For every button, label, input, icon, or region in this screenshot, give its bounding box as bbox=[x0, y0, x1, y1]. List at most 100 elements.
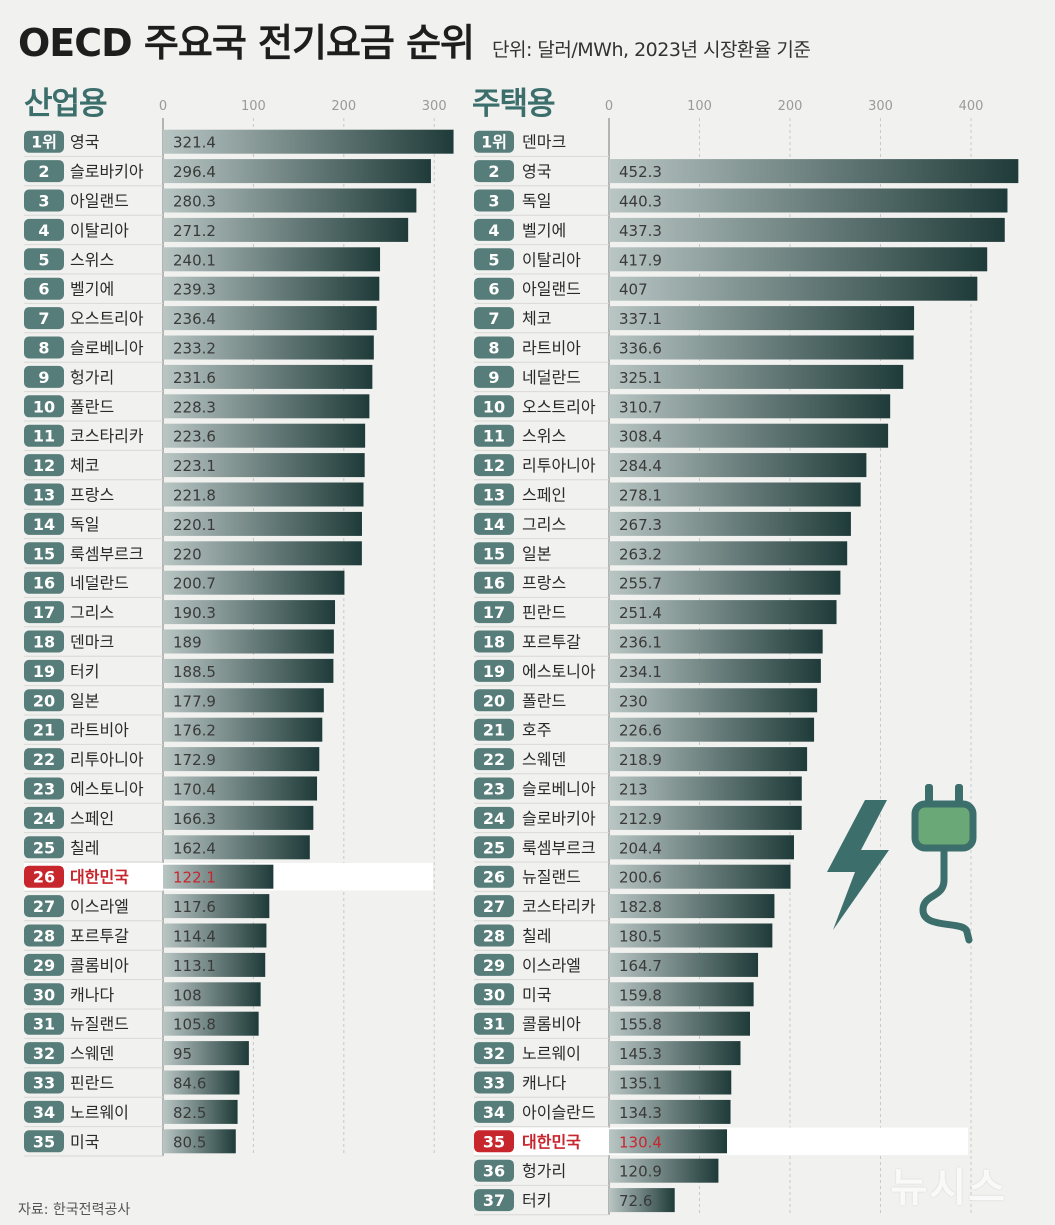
res-rank-label: 28 bbox=[483, 927, 505, 946]
res-value-label: 255.7 bbox=[619, 575, 662, 593]
ind-rank-label: 35 bbox=[33, 1132, 55, 1151]
res-value-label: 182.8 bbox=[619, 898, 662, 916]
electric-plug-icon bbox=[827, 784, 977, 944]
res-value-label: 325.1 bbox=[619, 369, 662, 387]
ind-country-label: 아일랜드 bbox=[70, 192, 129, 211]
res-bar bbox=[609, 805, 802, 830]
res-rank-badge bbox=[474, 336, 514, 359]
res-rank-badge bbox=[474, 130, 514, 153]
res-rank-label: 15 bbox=[483, 544, 505, 563]
ind-rank-label: 3 bbox=[38, 192, 49, 211]
residential-panel-title: 주택용 bbox=[472, 86, 556, 122]
ind-country-label: 대한민국 bbox=[70, 868, 129, 887]
res-country-label: 리투아니아 bbox=[522, 456, 596, 475]
ind-rank-label: 1위 bbox=[31, 133, 57, 152]
ind-rank-label: 6 bbox=[38, 280, 49, 299]
ind-rank-badge bbox=[24, 1100, 64, 1123]
res-rank-badge bbox=[474, 953, 514, 976]
ind-bar bbox=[163, 423, 366, 448]
ind-rank-badge bbox=[24, 365, 64, 388]
res-rank-badge bbox=[474, 1071, 514, 1094]
ind-bar bbox=[163, 688, 324, 713]
ind-country-label: 룩셈부르크 bbox=[70, 544, 144, 563]
ind-value-label: 84.6 bbox=[173, 1075, 206, 1093]
ind-rank-label: 32 bbox=[33, 1044, 55, 1063]
res-bar bbox=[609, 864, 791, 889]
ind-rank-badge bbox=[24, 895, 64, 918]
ind-rank-label: 25 bbox=[33, 838, 55, 857]
ind-bar bbox=[163, 658, 334, 683]
plug-body bbox=[911, 800, 977, 852]
ind-country-label: 에스토니아 bbox=[70, 780, 144, 799]
res-country-label: 스위스 bbox=[522, 427, 566, 446]
res-rank-badge bbox=[474, 571, 514, 594]
res-rank-label: 35 bbox=[483, 1132, 505, 1151]
ind-bar bbox=[163, 1041, 249, 1066]
res-rank-label: 17 bbox=[483, 603, 505, 622]
ind-rank-label: 16 bbox=[33, 574, 55, 593]
ind-value-label: 80.5 bbox=[173, 1133, 206, 1151]
ind-country-label: 스위스 bbox=[70, 250, 114, 269]
ind-value-label: 239.3 bbox=[173, 281, 216, 299]
ind-value-label: 321.4 bbox=[173, 134, 216, 152]
res-country-label: 캐나다 bbox=[522, 1074, 566, 1093]
res-rank-badge bbox=[474, 689, 514, 712]
ind-rank-label: 20 bbox=[33, 691, 55, 710]
ind-tick-label: 300 bbox=[422, 99, 447, 114]
ind-bar bbox=[163, 276, 380, 301]
ind-value-label: 233.2 bbox=[173, 340, 216, 358]
ind-rank-label: 26 bbox=[33, 868, 55, 887]
ind-bar bbox=[163, 217, 409, 242]
res-country-label: 호주 bbox=[522, 721, 551, 740]
ind-rank-badge bbox=[24, 1130, 64, 1153]
res-rank-label: 3 bbox=[488, 192, 499, 211]
res-bar bbox=[609, 482, 861, 507]
ind-rank-label: 14 bbox=[33, 515, 55, 534]
ind-value-label: 114.4 bbox=[173, 928, 216, 946]
ind-rank-label: 27 bbox=[33, 897, 55, 916]
res-country-label: 아이슬란드 bbox=[522, 1103, 596, 1122]
res-bar bbox=[609, 835, 794, 860]
res-country-label: 칠레 bbox=[522, 927, 551, 946]
ind-rank-label: 28 bbox=[33, 927, 55, 946]
res-rank-badge bbox=[474, 806, 514, 829]
res-value-label: 218.9 bbox=[619, 751, 662, 769]
res-rank-label: 24 bbox=[483, 809, 505, 828]
res-bar bbox=[609, 1158, 719, 1183]
res-country-label: 노르웨이 bbox=[522, 1044, 581, 1063]
res-rank-label: 36 bbox=[483, 1162, 505, 1181]
ind-rank-badge bbox=[24, 630, 64, 653]
res-rank-label: 37 bbox=[483, 1191, 505, 1210]
res-rank-badge bbox=[474, 542, 514, 565]
res-rank-badge bbox=[474, 718, 514, 741]
ind-value-label: 177.9 bbox=[173, 692, 216, 710]
ind-bar bbox=[163, 835, 310, 860]
res-rank-label: 29 bbox=[483, 956, 505, 975]
res-rank-label: 31 bbox=[483, 1015, 505, 1034]
res-tick-label: 300 bbox=[868, 99, 893, 114]
res-bar bbox=[609, 306, 915, 331]
res-bar bbox=[609, 159, 1019, 184]
res-value-label: 263.2 bbox=[619, 545, 662, 563]
ind-country-label: 그리스 bbox=[70, 603, 114, 622]
res-rank-badge bbox=[474, 777, 514, 800]
res-rank-badge bbox=[474, 248, 514, 271]
res-rank-label: 21 bbox=[483, 721, 505, 740]
res-country-label: 뉴질랜드 bbox=[522, 868, 581, 887]
res-value-label: 284.4 bbox=[619, 457, 662, 475]
page-title: OECD 주요국 전기요금 순위 bbox=[18, 21, 475, 65]
res-bar bbox=[609, 1070, 732, 1095]
res-rank-badge bbox=[474, 218, 514, 241]
ind-bar bbox=[163, 453, 365, 478]
ind-rank-label: 15 bbox=[33, 544, 55, 563]
res-country-label: 네덜란드 bbox=[522, 368, 581, 387]
ind-rank-label: 7 bbox=[38, 309, 49, 328]
res-rank-badge bbox=[474, 1189, 514, 1212]
ind-country-label: 일본 bbox=[70, 691, 99, 710]
res-country-label: 미국 bbox=[522, 985, 551, 1004]
res-country-label: 아일랜드 bbox=[522, 280, 581, 299]
ind-rank-label: 29 bbox=[33, 956, 55, 975]
res-country-label: 핀란드 bbox=[522, 603, 566, 622]
ind-bar bbox=[163, 1070, 240, 1095]
ind-value-label: 105.8 bbox=[173, 1016, 216, 1034]
